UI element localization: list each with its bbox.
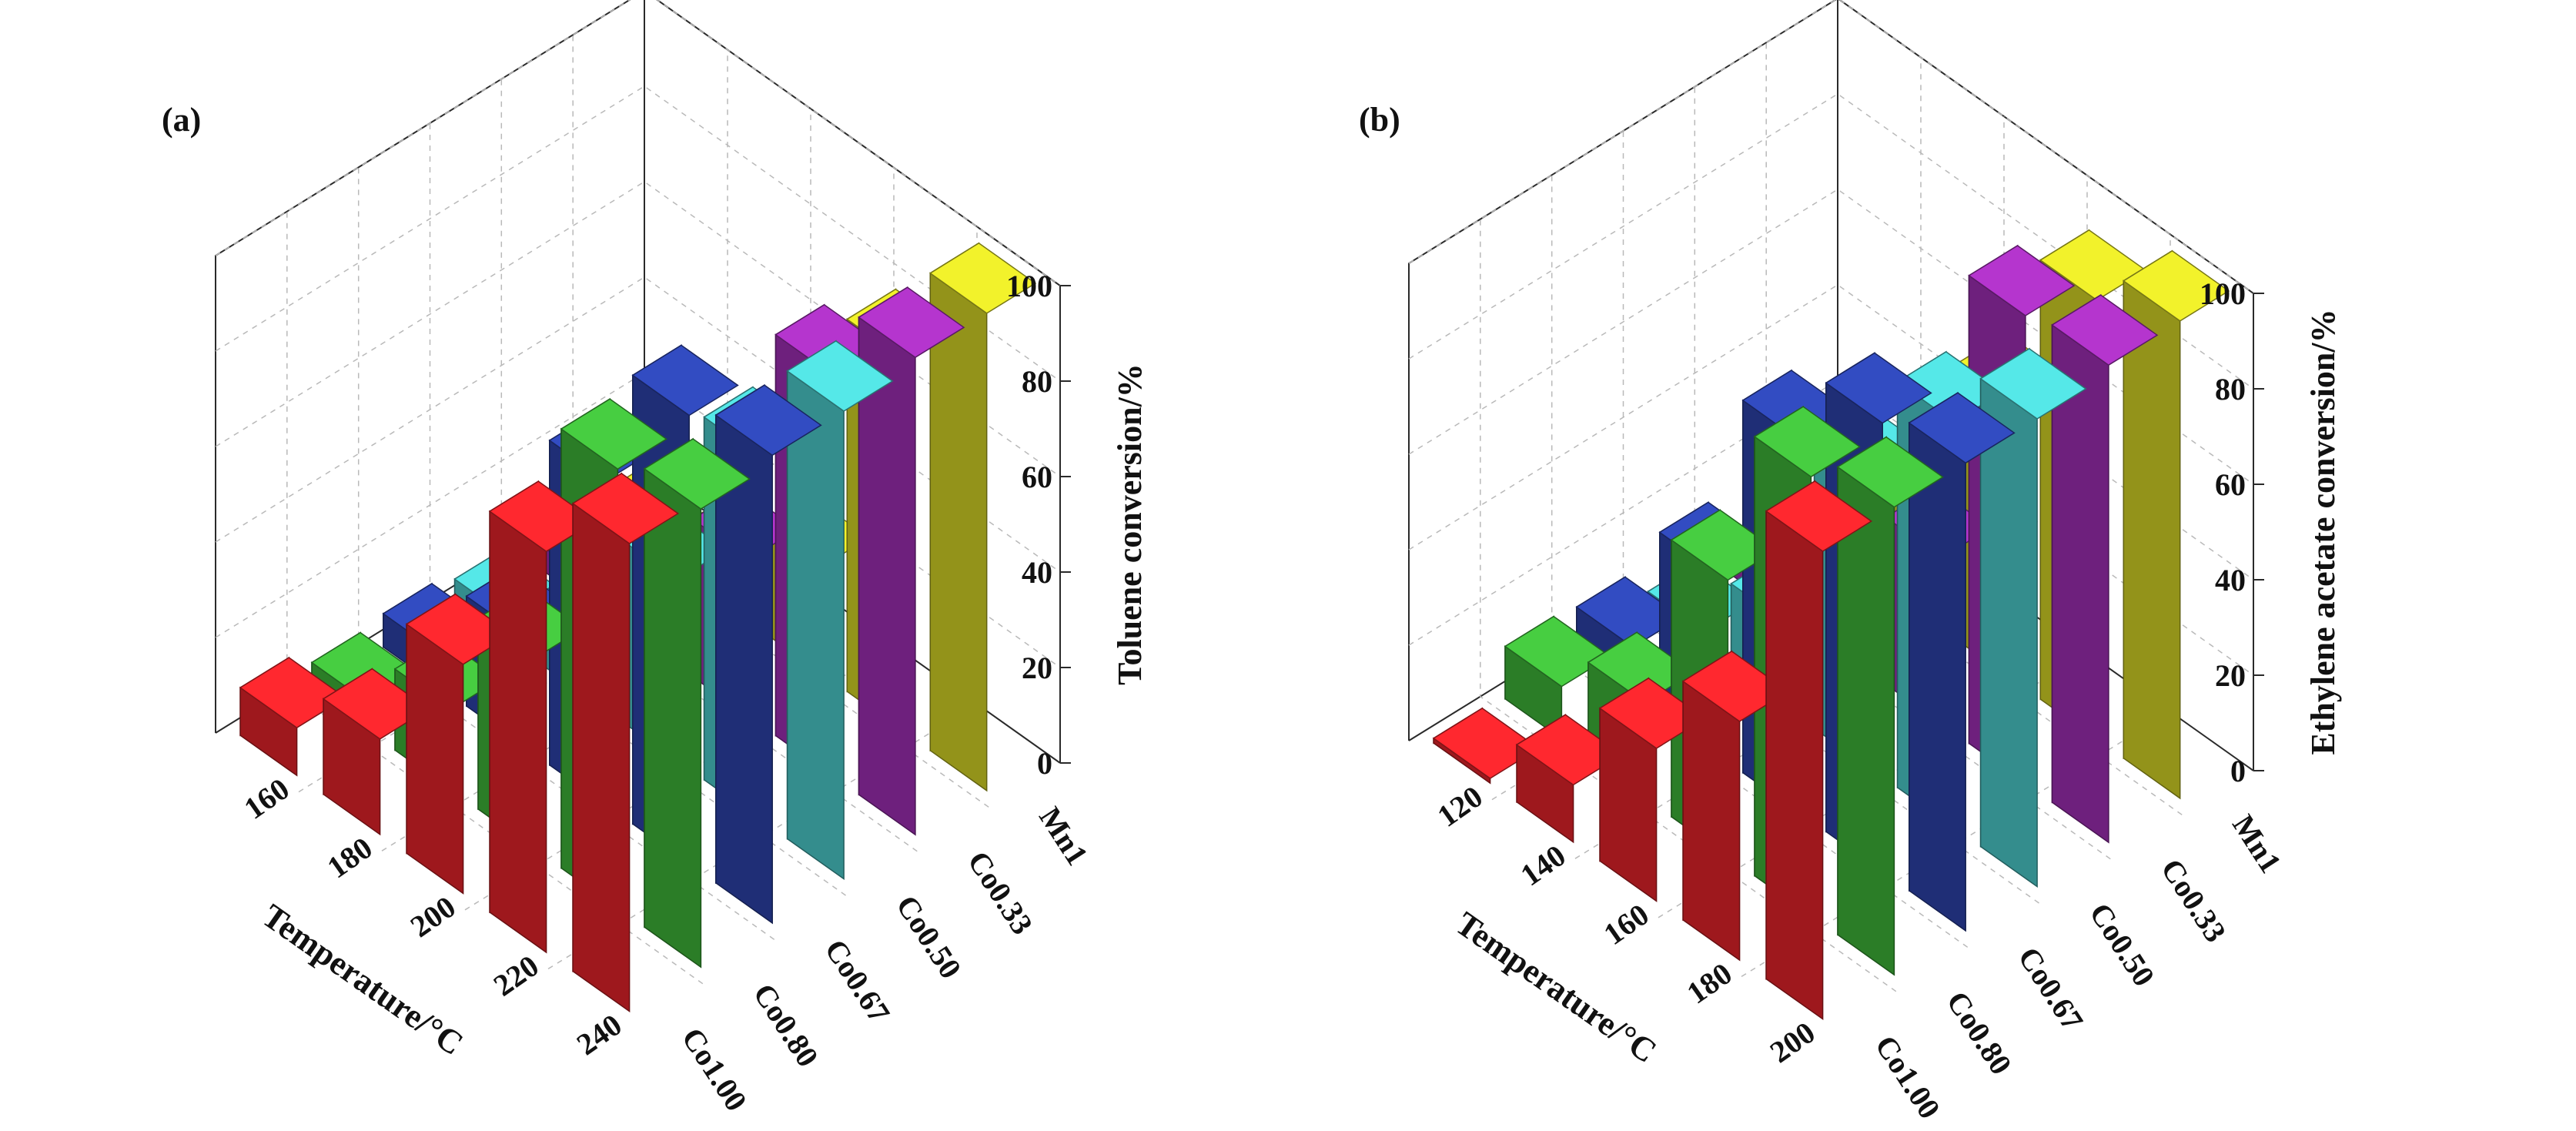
bar-Co0.50-240 [786, 340, 894, 881]
temperature-tick-label: 220 [487, 948, 545, 1002]
bar-Co1.00-180 [1681, 650, 1790, 962]
z-tick-label: 0 [1037, 746, 1052, 781]
z-tick-label: 0 [2230, 754, 2246, 788]
z-tick-label: 100 [2200, 276, 2246, 311]
bar-Co0.33-240 [858, 286, 965, 836]
bar-Co0.80-120 [1504, 615, 1611, 741]
temperature-tick-label: 120 [1431, 779, 1489, 834]
catalyst-tick-label: Co0.33 [2154, 852, 2233, 948]
panel-label: (a) [162, 101, 201, 139]
z-tick-label: 40 [1022, 555, 1052, 590]
z-axis-title: Ethylene acetate conversion/% [2304, 309, 2342, 755]
temperature-tick-label: 200 [404, 889, 462, 944]
bar-Co1.00-200 [1765, 480, 1873, 1021]
temperature-tick-label: 240 [570, 1007, 628, 1062]
temperature-tick-label: 180 [1681, 955, 1738, 1010]
chart-panel-a: 020406080100240220200180160Co1.00Co0.80C… [162, 0, 1149, 1117]
panel-label: (b) [1359, 101, 1400, 139]
catalyst-tick-label: Co0.50 [2083, 897, 2161, 992]
bar-Co1.00-200 [405, 593, 514, 895]
bar-Co1.00-120 [1432, 707, 1541, 785]
temperature-tick-label: 160 [238, 771, 296, 826]
bar-Co0.33-200 [2051, 293, 2159, 844]
bar-Co1.00-180 [322, 668, 430, 836]
z-tick-label: 40 [2215, 563, 2246, 597]
bar-Co0.50-200 [1979, 347, 2087, 888]
catalyst-tick-label: Co0.33 [961, 845, 1039, 940]
z-tick-label: 60 [1022, 460, 1052, 494]
z-tick-label: 80 [1022, 364, 1052, 399]
bar-Co1.00-160 [1598, 677, 1707, 902]
z-tick-label: 20 [1022, 651, 1052, 685]
catalyst-tick-label: Co1.00 [675, 1022, 754, 1117]
temperature-tick-label: 200 [1764, 1015, 1822, 1069]
bar-Mn1-240 [928, 242, 1037, 792]
z-tick-label: 60 [2215, 467, 2246, 502]
bar-Mn1-200 [2122, 249, 2230, 800]
bar-Co0.67-200 [1908, 391, 2016, 932]
catalyst-tick-label: Co1.00 [1868, 1029, 1947, 1125]
bar-Co0.80-200 [1836, 436, 1944, 976]
catalyst-tick-label: Co0.80 [1940, 985, 2019, 1080]
z-tick-label: 100 [1006, 269, 1052, 303]
bar-Co1.00-140 [1515, 713, 1624, 844]
bar-Co1.00-240 [571, 472, 680, 1013]
z-tick-label: 20 [2215, 658, 2246, 693]
z-axis-title: Toluene conversion/% [1111, 363, 1149, 685]
z-tick-label: 80 [2215, 372, 2246, 407]
catalyst-tick-label: Co0.67 [2012, 941, 2090, 1036]
bar-Co1.00-220 [488, 480, 597, 954]
bar-Co0.67-240 [714, 383, 822, 925]
catalyst-tick-label: Co0.67 [818, 933, 897, 1029]
catalyst-tick-label: Co0.80 [747, 977, 825, 1072]
catalyst-tick-label: Mn1 [1032, 801, 1095, 872]
bar-Co1.00-160 [239, 656, 347, 777]
catalyst-tick-label: Co0.50 [889, 889, 968, 985]
bar-Co0.80-240 [643, 437, 751, 969]
catalyst-tick-label: Mn1 [2226, 808, 2288, 879]
temperature-tick-label: 140 [1514, 838, 1572, 892]
chart-panel-b: 020406080100200180160140120Co1.00Co0.80C… [1359, 0, 2342, 1125]
temperature-tick-label: 160 [1597, 897, 1655, 952]
temperature-tick-label: 180 [321, 830, 379, 885]
